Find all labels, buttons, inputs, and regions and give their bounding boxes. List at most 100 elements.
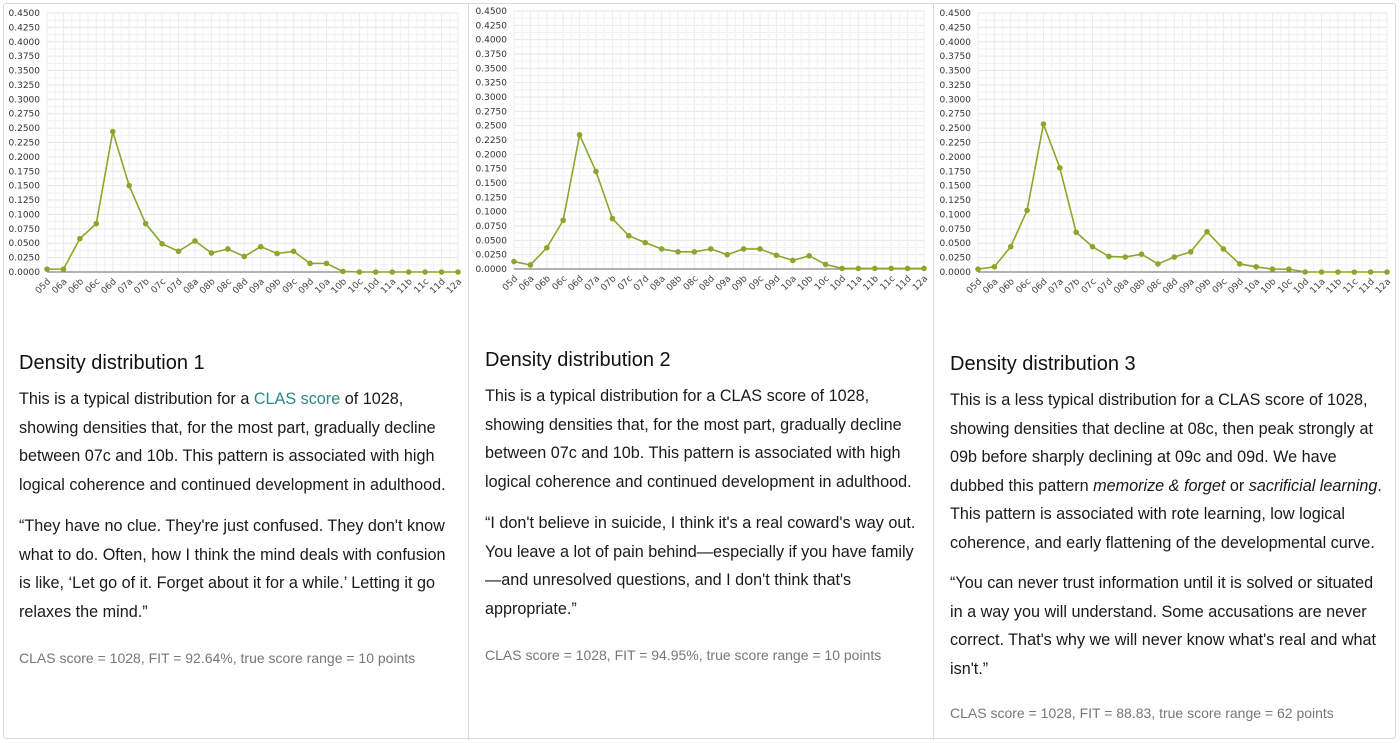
- x-tick-label: 11b: [396, 277, 415, 296]
- y-tick-label: 0.0000: [9, 268, 41, 278]
- data-point[interactable]: [576, 132, 583, 138]
- data-point[interactable]: [225, 246, 231, 252]
- data-point[interactable]: [192, 238, 198, 244]
- data-point[interactable]: [609, 215, 616, 222]
- data-point[interactable]: [757, 246, 763, 252]
- data-point[interactable]: [1040, 121, 1047, 127]
- data-point[interactable]: [1007, 243, 1014, 250]
- data-point[interactable]: [822, 261, 829, 268]
- data-point[interactable]: [373, 269, 379, 275]
- data-point[interactable]: [855, 265, 862, 272]
- data-point[interactable]: [1171, 254, 1178, 260]
- data-point[interactable]: [389, 269, 396, 275]
- data-point[interactable]: [560, 217, 566, 224]
- data-point[interactable]: [1122, 254, 1129, 260]
- data-point[interactable]: [975, 266, 981, 272]
- x-tick-label: 05d: [501, 274, 520, 293]
- data-point[interactable]: [1384, 269, 1390, 275]
- data-point[interactable]: [740, 246, 747, 252]
- y-tick-label: 0.1500: [940, 182, 972, 192]
- x-tick-label: 09c: [281, 277, 300, 296]
- data-point[interactable]: [438, 269, 445, 275]
- panel-1: 0.0000 0.0250 0.0500 0.0750 0.1000 0.1250 0.15…: [3, 3, 468, 740]
- data-point[interactable]: [60, 266, 67, 272]
- data-point[interactable]: [323, 260, 330, 267]
- data-point[interactable]: [340, 268, 346, 275]
- data-point[interactable]: [257, 243, 264, 250]
- data-point[interactable]: [44, 266, 50, 272]
- y-tick-label: 0.2250: [940, 139, 972, 149]
- data-point[interactable]: [991, 264, 998, 270]
- data-point[interactable]: [1089, 243, 1096, 250]
- data-point[interactable]: [241, 253, 248, 260]
- data-point[interactable]: [142, 220, 149, 227]
- data-point[interactable]: [626, 232, 632, 239]
- data-point[interactable]: [208, 250, 215, 256]
- data-point[interactable]: [708, 246, 714, 252]
- data-point[interactable]: [1335, 269, 1341, 275]
- x-tick-label: 08b: [665, 274, 684, 293]
- data-point[interactable]: [175, 248, 182, 255]
- data-point[interactable]: [1073, 229, 1079, 236]
- x-tick-label: 08c: [1145, 277, 1164, 296]
- data-point[interactable]: [724, 251, 730, 258]
- y-tick-label: 0.2500: [9, 124, 41, 134]
- data-point[interactable]: [274, 250, 280, 257]
- data-point[interactable]: [790, 257, 796, 264]
- data-point[interactable]: [593, 168, 599, 175]
- data-point[interactable]: [1286, 266, 1292, 272]
- data-point[interactable]: [126, 182, 132, 189]
- data-point[interactable]: [691, 249, 698, 255]
- data-point[interactable]: [77, 235, 83, 242]
- x-tick-label: 06a: [50, 277, 69, 296]
- data-point[interactable]: [422, 269, 428, 275]
- data-point[interactable]: [839, 265, 845, 272]
- data-point[interactable]: [511, 258, 517, 265]
- data-point[interactable]: [1057, 165, 1063, 171]
- data-point[interactable]: [93, 220, 100, 227]
- y-tick-label: 0.1250: [940, 196, 972, 206]
- data-point[interactable]: [307, 260, 313, 267]
- data-point[interactable]: [1318, 269, 1325, 275]
- data-point[interactable]: [527, 262, 534, 268]
- x-tick-label: 12a: [911, 274, 930, 293]
- data-point[interactable]: [675, 249, 681, 255]
- data-point[interactable]: [405, 269, 412, 275]
- x-tick-label: 08c: [215, 277, 234, 296]
- data-point[interactable]: [872, 265, 878, 272]
- y-tick-label: 0.2750: [940, 110, 972, 120]
- data-point[interactable]: [888, 265, 894, 272]
- data-point[interactable]: [1351, 269, 1358, 275]
- data-point[interactable]: [1187, 249, 1194, 255]
- data-point[interactable]: [544, 244, 550, 251]
- data-point[interactable]: [455, 269, 461, 275]
- data-point[interactable]: [1024, 207, 1030, 214]
- data-point[interactable]: [1236, 261, 1243, 267]
- data-point[interactable]: [1204, 228, 1210, 235]
- data-point[interactable]: [904, 265, 911, 272]
- y-tick-label: 0.4000: [940, 38, 972, 48]
- data-point[interactable]: [806, 253, 812, 259]
- data-point[interactable]: [109, 128, 116, 135]
- data-point[interactable]: [1138, 251, 1145, 257]
- data-point[interactable]: [159, 240, 165, 247]
- data-point[interactable]: [1253, 264, 1259, 270]
- data-point[interactable]: [1302, 269, 1308, 275]
- data-point[interactable]: [642, 239, 648, 246]
- data-point[interactable]: [290, 248, 297, 255]
- y-tick-label: 0.1000: [940, 210, 972, 220]
- data-point[interactable]: [921, 265, 927, 272]
- data-point[interactable]: [658, 246, 665, 252]
- data-point[interactable]: [356, 269, 363, 275]
- data-point[interactable]: [1220, 246, 1227, 252]
- x-tick-label: 07c: [1080, 277, 1099, 296]
- data-point[interactable]: [1269, 266, 1276, 272]
- x-tick-label: 08a: [182, 277, 201, 296]
- data-point[interactable]: [1106, 253, 1112, 260]
- clas-score-link[interactable]: CLAS score: [253, 390, 341, 408]
- data-point[interactable]: [773, 252, 780, 259]
- data-point[interactable]: [1155, 261, 1161, 267]
- data-point[interactable]: [1367, 269, 1374, 275]
- x-tick-label: 09d: [1227, 277, 1246, 296]
- x-tick-label: 08d: [231, 277, 250, 296]
